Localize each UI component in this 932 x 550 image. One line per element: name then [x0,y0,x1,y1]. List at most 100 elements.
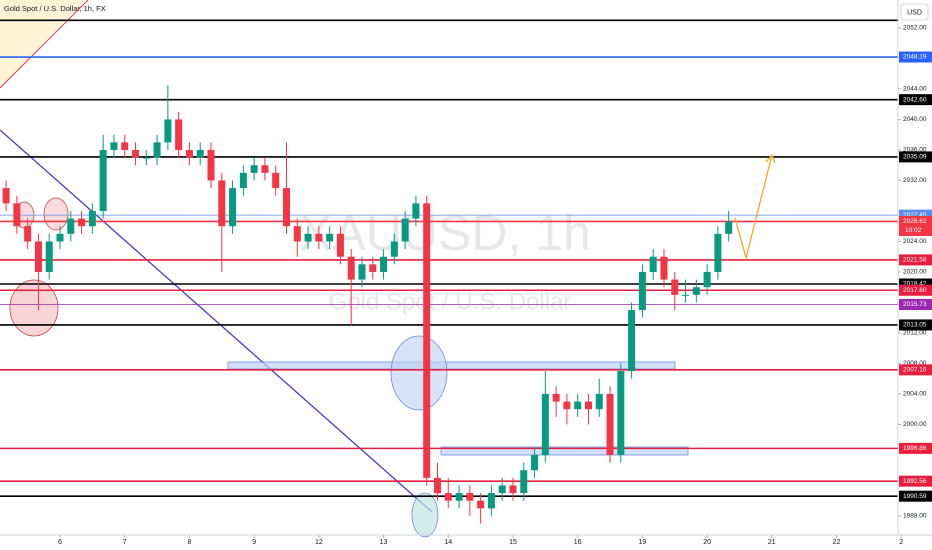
x-tick-label: 19 [639,539,647,546]
level-label: 2021.58 [903,257,927,264]
level-label-box [899,490,932,502]
price-axis [898,0,932,550]
candle-body [584,401,592,410]
x-tick-label: 15 [509,539,517,546]
candle-body [207,149,215,181]
x-tick-label: 2 [899,539,903,546]
candle-body [175,119,183,150]
candle-body [347,256,355,280]
level-label: 2013.05 [903,322,927,329]
level-label-box [899,151,932,163]
y-tick-label: 2036.00 [903,147,927,154]
highlight-ellipse [9,279,59,337]
highlight-ellipse [390,335,448,411]
candle-body [487,493,495,509]
candle-body [110,142,118,150]
level-label-box [899,51,932,63]
x-tick-label: 12 [315,539,323,546]
axis: 1988.00 2000.00 2004.00 2008.00 2012.00 2020.… [58,25,932,546]
y-tick-label: 2040.00 [903,116,927,123]
level-label-box [899,209,932,221]
candle-body [261,165,269,173]
candle-body [660,256,668,280]
level-label-box [899,215,932,236]
y-tick-label: 2024.00 [903,238,927,245]
x-tick-label: 16 [574,539,582,546]
candle-body [304,233,312,242]
x-tick-label: 22 [833,539,841,546]
currency-button[interactable] [900,3,929,21]
watermark-subtitle: Gold Spot / U.S. Dollar [329,288,572,315]
candle-body [358,264,366,280]
level-label-box [899,299,932,311]
x-tick-label: 21 [768,539,776,546]
level-label: 2027.45 [903,212,927,219]
candle-body [466,493,474,501]
candle-body [433,477,441,494]
candle-body [552,393,560,402]
level-label: 1990.59 [903,493,927,500]
candle-body [703,271,711,288]
candle-body [326,233,334,242]
level-label: 2048.19 [903,54,927,61]
candle-body [714,233,722,272]
highlight-ellipse [411,492,439,538]
level-label-box [899,278,932,290]
y-tick-label: 2012.00 [903,330,927,337]
candle-body [380,256,388,272]
candle-body [595,393,603,410]
candle-body [520,470,528,494]
candle-body [617,371,625,455]
candle-body [649,256,657,272]
x-tick-label: 8 [187,539,191,546]
y-tick-label: 2052.00 [903,25,927,32]
candle-body [725,221,733,234]
level-label: 2035.09 [903,154,927,161]
candle-body [67,218,75,234]
level-label: 2007.16 [903,367,927,374]
candle-body [509,485,517,494]
y-tick-label: 1988.00 [903,513,927,520]
x-tick-label: 6 [58,539,62,546]
level-label: 1992.56 [903,478,927,485]
candle-body [2,188,10,204]
candle-body [272,172,280,189]
candle-body [401,218,409,242]
candle-body [390,241,398,257]
candle-body [132,149,140,158]
x-tick-label: 7 [123,539,127,546]
candle-body [34,241,42,272]
countdown: 10:02 [905,227,922,234]
level-label-box [899,442,932,454]
candle-body [336,233,344,257]
candle-body [444,493,452,501]
candle-body [24,226,32,242]
candle-body [164,119,172,143]
level-label: 2042.60 [903,96,927,103]
candle-body [88,210,96,227]
candle-body [628,310,636,372]
x-tick-label: 13 [380,539,388,546]
x-tick-label: 20 [703,539,711,546]
level-label-box [899,254,932,266]
highlight-area [0,0,85,88]
level-label-box [899,94,932,106]
trend-line [0,0,89,89]
candle-body [239,172,247,189]
candle-body [574,401,582,410]
candles [2,85,733,524]
candle-body [13,203,21,227]
y-tick-label: 2008.00 [903,360,927,367]
arrow-head [765,153,776,164]
candle-body [121,142,129,150]
level-label: 1996.86 [903,445,927,452]
highlight-ellipse [43,197,69,231]
candle-body [315,233,323,242]
candle-body [692,287,700,295]
candle-body [142,157,150,159]
candle-body [56,233,64,242]
y-tick-label: 2044.00 [903,86,927,93]
y-tick-label: 2032.00 [903,177,927,184]
